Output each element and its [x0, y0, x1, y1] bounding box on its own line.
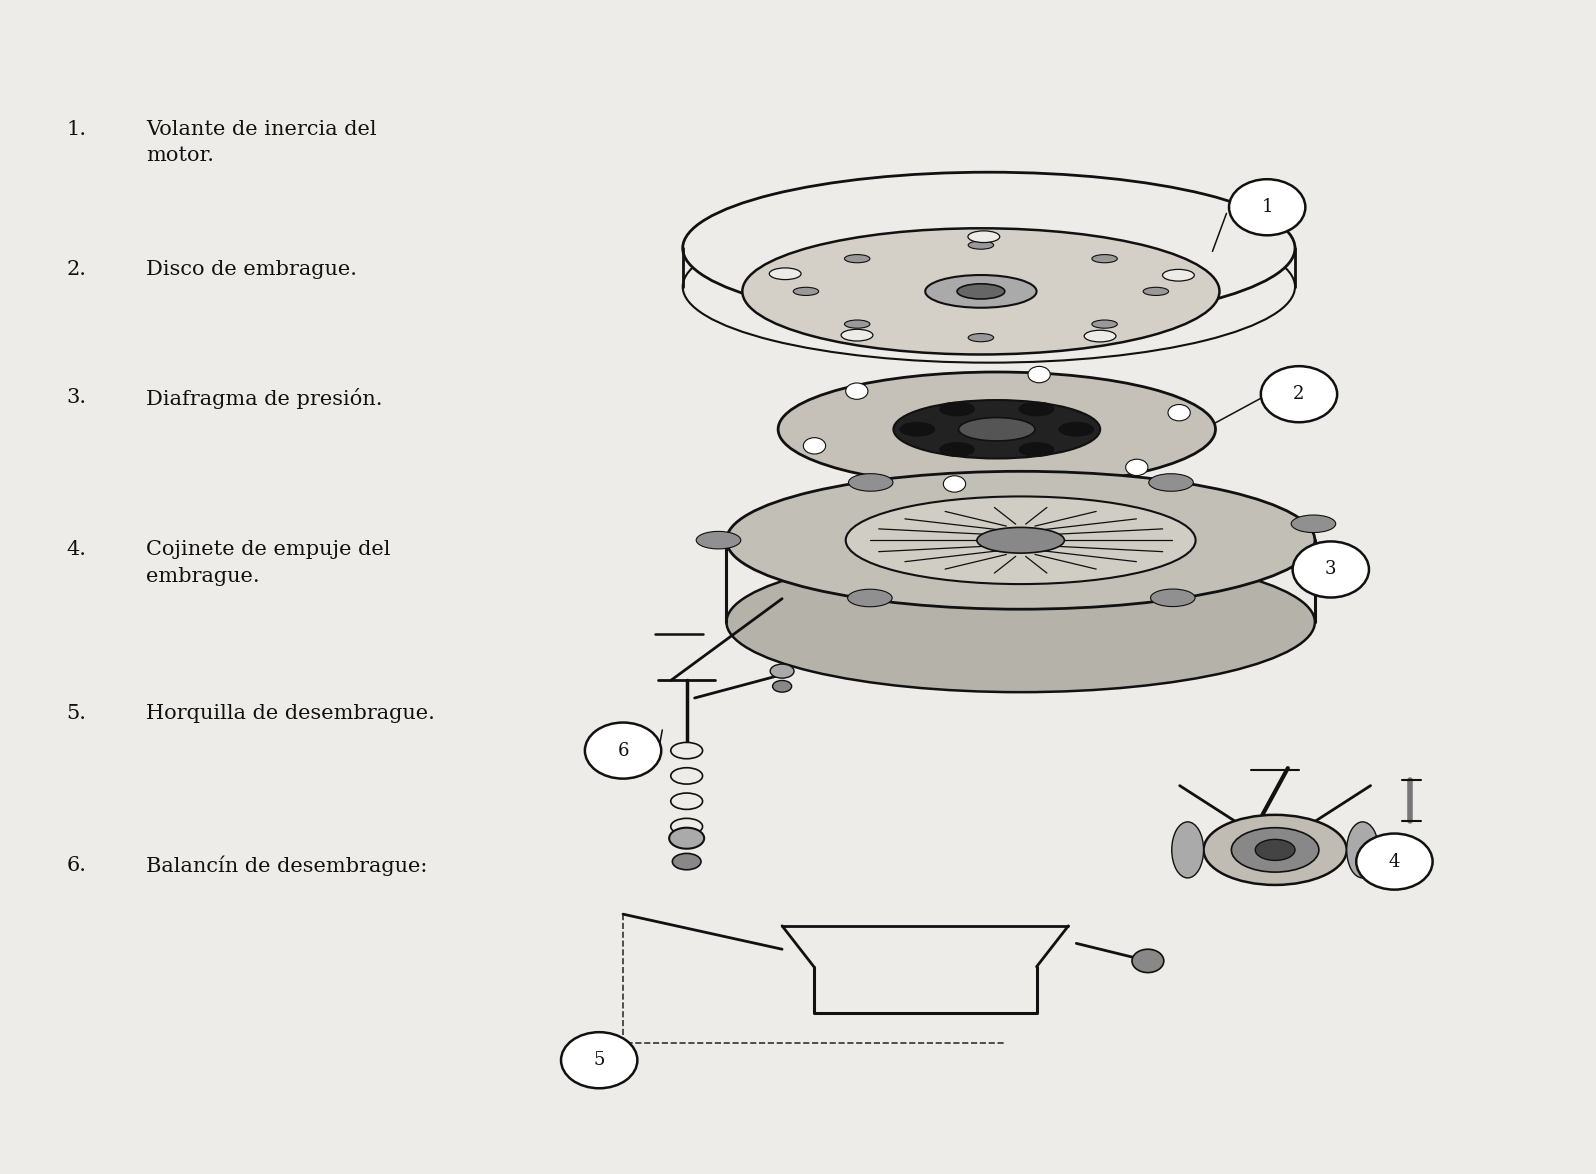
Text: 2: 2	[1293, 385, 1304, 403]
Text: 1: 1	[1261, 198, 1274, 216]
Ellipse shape	[1084, 330, 1116, 342]
Circle shape	[1028, 366, 1050, 383]
Ellipse shape	[849, 473, 894, 491]
Ellipse shape	[1203, 815, 1347, 885]
Text: 6.: 6.	[67, 856, 86, 875]
Ellipse shape	[769, 268, 801, 279]
Text: 1.: 1.	[67, 120, 86, 139]
Ellipse shape	[1232, 828, 1318, 872]
Ellipse shape	[977, 527, 1065, 553]
Text: 3: 3	[1325, 560, 1336, 579]
Circle shape	[1261, 366, 1337, 423]
Circle shape	[1229, 180, 1306, 235]
Circle shape	[562, 1032, 637, 1088]
Ellipse shape	[683, 173, 1294, 324]
Ellipse shape	[841, 330, 873, 340]
Circle shape	[1132, 950, 1163, 972]
Ellipse shape	[940, 443, 975, 457]
Text: 4.: 4.	[67, 540, 86, 559]
Text: Volante de inercia del
motor.: Volante de inercia del motor.	[145, 120, 377, 166]
Ellipse shape	[683, 211, 1294, 363]
Ellipse shape	[672, 853, 701, 870]
Text: Horquilla de desembrague.: Horquilla de desembrague.	[145, 704, 434, 723]
Ellipse shape	[846, 497, 1195, 585]
Ellipse shape	[670, 818, 702, 835]
Text: 5.: 5.	[67, 704, 86, 723]
Ellipse shape	[1143, 288, 1168, 296]
Ellipse shape	[967, 231, 999, 243]
Circle shape	[943, 475, 966, 492]
Circle shape	[1168, 405, 1191, 420]
Text: 6: 6	[618, 742, 629, 760]
Ellipse shape	[779, 372, 1216, 486]
Text: 5: 5	[594, 1051, 605, 1070]
Text: Cojinete de empuje del
embrague.: Cojinete de empuje del embrague.	[145, 540, 391, 586]
Text: Disco de embrague.: Disco de embrague.	[145, 259, 358, 279]
Ellipse shape	[959, 418, 1034, 441]
Text: Balancín de desembrague:: Balancín de desembrague:	[145, 856, 428, 876]
Text: Diafragma de presión.: Diafragma de presión.	[145, 389, 383, 410]
Ellipse shape	[940, 402, 975, 416]
Ellipse shape	[1162, 269, 1194, 281]
Ellipse shape	[1254, 839, 1294, 861]
Ellipse shape	[670, 768, 702, 784]
Ellipse shape	[1171, 822, 1203, 878]
Circle shape	[1125, 459, 1148, 475]
Ellipse shape	[670, 742, 702, 758]
Circle shape	[803, 438, 825, 454]
Ellipse shape	[742, 228, 1219, 355]
Ellipse shape	[726, 552, 1315, 693]
Ellipse shape	[771, 664, 795, 679]
Ellipse shape	[696, 532, 741, 549]
Ellipse shape	[793, 288, 819, 296]
Ellipse shape	[969, 241, 994, 249]
Ellipse shape	[900, 423, 935, 437]
Text: 3.: 3.	[67, 389, 86, 407]
Circle shape	[1357, 834, 1433, 890]
Ellipse shape	[926, 275, 1036, 308]
Ellipse shape	[847, 589, 892, 607]
Circle shape	[1293, 541, 1369, 598]
Ellipse shape	[669, 828, 704, 849]
Ellipse shape	[1149, 474, 1194, 491]
Ellipse shape	[670, 792, 702, 809]
Ellipse shape	[844, 255, 870, 263]
Ellipse shape	[726, 471, 1315, 609]
Circle shape	[584, 722, 661, 778]
Text: 4: 4	[1389, 852, 1400, 871]
Ellipse shape	[958, 284, 1005, 299]
Ellipse shape	[772, 681, 792, 693]
Ellipse shape	[969, 333, 994, 342]
Ellipse shape	[1347, 822, 1379, 878]
Ellipse shape	[1020, 443, 1053, 457]
Circle shape	[846, 383, 868, 399]
Ellipse shape	[844, 321, 870, 329]
Ellipse shape	[1020, 402, 1053, 416]
Ellipse shape	[1092, 255, 1117, 263]
Ellipse shape	[1092, 321, 1117, 329]
Ellipse shape	[1058, 423, 1093, 437]
Ellipse shape	[1291, 515, 1336, 533]
Ellipse shape	[894, 400, 1100, 459]
Ellipse shape	[1151, 589, 1195, 607]
Text: 2.: 2.	[67, 259, 86, 279]
